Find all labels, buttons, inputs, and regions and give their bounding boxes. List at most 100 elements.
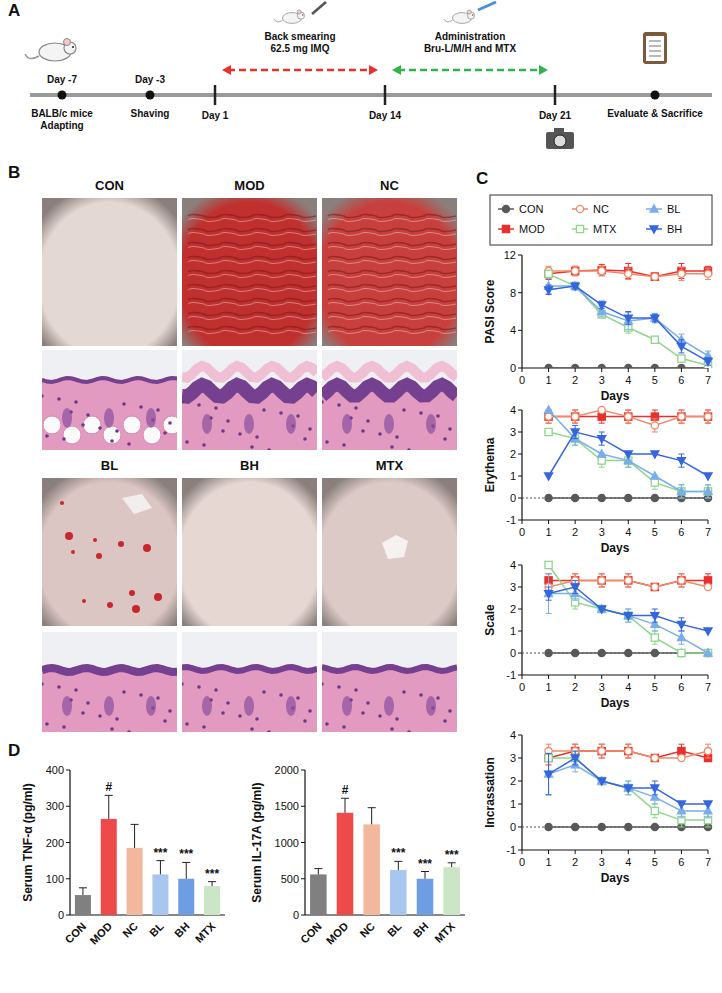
nucleus <box>139 405 143 409</box>
mouse-tail <box>444 19 452 22</box>
y-tick <box>518 735 522 736</box>
y-tick <box>301 878 305 879</box>
data-point <box>598 606 606 613</box>
y-tick <box>518 520 522 521</box>
follicle <box>62 408 72 428</box>
data-point <box>651 754 658 761</box>
clipboard-icon <box>643 32 667 64</box>
nucleus <box>115 429 119 433</box>
x-tick <box>708 675 709 679</box>
epidermis <box>182 385 317 397</box>
nucleus <box>115 717 119 721</box>
legend-label: CON <box>519 203 544 215</box>
data-point <box>545 364 552 368</box>
x-tick-label: MTX <box>432 919 457 944</box>
timeline-dot <box>651 91 660 100</box>
series-line <box>549 594 708 653</box>
clipboard-board <box>643 32 667 64</box>
nucleus <box>185 722 189 726</box>
y-tick <box>518 368 522 369</box>
skin-fold <box>328 285 456 288</box>
error-cap <box>625 609 631 610</box>
x-tick <box>601 675 602 679</box>
bar <box>127 848 143 915</box>
error-cap <box>652 817 658 818</box>
y-tick <box>518 410 522 411</box>
dermis <box>322 378 457 450</box>
error-bar <box>398 861 399 870</box>
skin-fold <box>188 257 316 260</box>
data-point <box>651 634 658 641</box>
panel-letter: A <box>8 1 20 20</box>
legend-label: BH <box>667 223 682 235</box>
bar <box>75 895 91 915</box>
bar <box>152 874 168 915</box>
y-axis <box>521 565 522 675</box>
legend-marker <box>502 205 509 212</box>
skin-scale <box>328 261 456 264</box>
nucleus <box>407 730 411 732</box>
panel-letter: B <box>8 163 20 182</box>
nucleus <box>139 693 143 697</box>
data-point <box>678 649 685 656</box>
fat-cell <box>123 416 141 434</box>
nucleus <box>57 397 61 401</box>
day-label: Day 1 <box>202 110 229 121</box>
epidermis <box>322 667 457 671</box>
nucleus <box>185 440 189 444</box>
skin-spot <box>82 599 86 603</box>
skin-fold <box>188 299 316 302</box>
error-cap <box>625 268 631 269</box>
data-point <box>651 273 658 280</box>
error-cap <box>652 609 658 610</box>
error-cap <box>572 266 578 267</box>
error-cap <box>678 454 684 455</box>
x-tick-label: 4 <box>625 374 631 386</box>
error-bar <box>134 824 135 848</box>
error-cap <box>678 423 684 424</box>
y-tick-label: 0 <box>58 909 64 921</box>
error-cap <box>546 266 552 267</box>
data-point <box>545 413 552 420</box>
error-cap <box>625 794 631 795</box>
epidermis <box>182 667 317 671</box>
error-cap <box>705 410 711 411</box>
arrow-head <box>369 65 378 75</box>
y-axis-title: Erythema <box>483 437 497 492</box>
y-tick-label: 2 <box>510 775 516 787</box>
timeline-tick <box>214 85 217 105</box>
x-axis-title: Days <box>601 389 630 403</box>
nucleus <box>122 402 126 406</box>
nucleus <box>366 419 370 423</box>
legend-marker <box>650 226 658 233</box>
error-cap <box>599 423 605 424</box>
error-cap <box>546 587 552 588</box>
error-cap <box>341 798 349 799</box>
data-point <box>625 612 632 619</box>
y-tick-label: 400 <box>46 764 64 776</box>
bar <box>204 886 220 915</box>
error-cap <box>625 324 631 325</box>
error-cap <box>705 268 711 269</box>
x-tick-label: 7 <box>705 526 711 538</box>
legend-marker <box>576 205 583 212</box>
mouse-tail <box>25 54 39 59</box>
error-cap <box>599 587 605 588</box>
error-cap <box>678 263 684 264</box>
nucleus <box>62 437 66 441</box>
data-point <box>704 488 711 495</box>
mouse-icon <box>444 10 475 24</box>
series-line <box>549 286 708 361</box>
y-tick <box>518 476 522 477</box>
error-cap <box>572 593 578 594</box>
error-cap <box>652 631 658 632</box>
x-tick-label: CON <box>298 920 324 946</box>
y-tick <box>518 781 522 782</box>
nucleus <box>122 690 126 694</box>
error-cap <box>678 280 684 281</box>
histo-bg <box>42 350 177 450</box>
series-line <box>549 432 708 491</box>
mouse-icon <box>25 39 76 62</box>
skin-fold <box>328 299 456 302</box>
error-cap <box>572 410 578 411</box>
